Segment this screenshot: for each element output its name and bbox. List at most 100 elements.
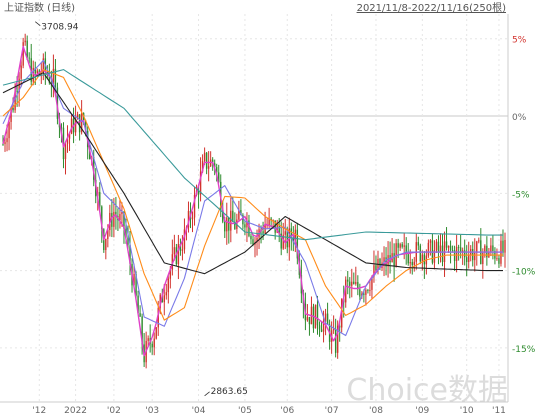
- candle-body: [157, 307, 159, 328]
- ma5-line: [2, 45, 503, 357]
- candle-body: [242, 215, 244, 225]
- candle-body: [278, 224, 280, 234]
- candle-body: [349, 281, 351, 286]
- candle-body: [393, 253, 395, 267]
- candle-body: [80, 113, 83, 133]
- candle-body: [429, 240, 432, 243]
- candle-body: [163, 295, 165, 303]
- candle-body: [332, 329, 335, 331]
- candle-body: [139, 313, 141, 317]
- candle-body: [413, 261, 415, 265]
- candle-body: [238, 210, 240, 220]
- candle-body: [133, 273, 135, 286]
- candle-body: [498, 258, 500, 264]
- candle-body: [36, 70, 38, 74]
- candle-body: [395, 243, 397, 267]
- candle-body: [282, 234, 284, 249]
- candle-body: [476, 241, 478, 253]
- candle-body: [411, 262, 413, 265]
- candle-body: [308, 317, 311, 325]
- max-pointer: [35, 21, 41, 27]
- x-tick-label: '09: [415, 406, 429, 416]
- candle-body: [153, 338, 155, 348]
- candle-body: [222, 210, 224, 222]
- candle-body: [504, 239, 506, 253]
- candle-body: [306, 317, 309, 321]
- candle-body: [2, 143, 4, 145]
- candle-body: [28, 57, 30, 59]
- candle-body: [373, 265, 375, 277]
- candle-body: [14, 90, 16, 111]
- candle-body: [405, 245, 407, 255]
- candle-body: [16, 90, 18, 92]
- candle-body: [314, 304, 317, 329]
- candle-body: [399, 244, 401, 248]
- candle-body: [280, 233, 282, 249]
- candle-body: [115, 211, 117, 216]
- candle-body: [20, 65, 22, 79]
- candle-body: [433, 250, 436, 263]
- x-tick-label: '12: [32, 406, 46, 416]
- candle-body: [167, 278, 170, 293]
- candle-body: [48, 75, 51, 83]
- x-tick-label: '07: [325, 406, 339, 416]
- candle-body: [8, 121, 10, 139]
- candle-body: [351, 281, 353, 286]
- candle-body: [465, 257, 468, 262]
- candle-body: [121, 212, 123, 215]
- candle-body: [437, 241, 440, 252]
- date-range: 2021/11/8-2022/11/16(250根): [357, 1, 507, 14]
- candle-body: [478, 240, 480, 242]
- candle-body: [336, 325, 339, 353]
- x-tick-label: '06: [280, 406, 294, 416]
- candle-body: [187, 210, 190, 228]
- candle-body: [60, 127, 63, 129]
- candle-body: [338, 325, 341, 328]
- min-annotation: 2863.65: [211, 387, 248, 397]
- candle-body: [459, 247, 462, 252]
- candle-body: [183, 229, 186, 250]
- candle-body: [463, 250, 466, 258]
- candle-body: [355, 282, 357, 284]
- chart-title: 上证指数 (日线): [4, 1, 75, 14]
- candle-body: [197, 190, 200, 195]
- x-tick-label: '08: [369, 406, 383, 416]
- x-tick-label: '04: [192, 406, 206, 416]
- candle-body: [379, 258, 381, 268]
- candle-body: [409, 262, 411, 264]
- candle-body: [455, 246, 458, 261]
- candle-body: [451, 250, 454, 251]
- candle-body: [203, 152, 206, 162]
- candle-body: [322, 321, 325, 332]
- candle-body: [99, 192, 101, 207]
- candle-body: [385, 257, 387, 267]
- candle-body: [4, 142, 6, 145]
- x-tick-label: 2022: [64, 406, 87, 416]
- candle-body: [240, 210, 242, 216]
- candle-body: [312, 306, 315, 329]
- candle-body: [449, 245, 452, 251]
- candle-body: [230, 210, 232, 231]
- candle-body: [177, 244, 180, 265]
- candle-body: [6, 138, 8, 143]
- candle-body: [125, 228, 127, 238]
- candle-body: [496, 258, 498, 259]
- candle-body: [292, 238, 295, 243]
- candle-body: [256, 237, 258, 242]
- candle-body: [64, 143, 67, 160]
- candle-body: [151, 343, 153, 348]
- candle-body: [369, 289, 371, 291]
- x-tick-label: '03: [145, 406, 159, 416]
- candle-body: [407, 254, 409, 264]
- min-pointer: [204, 391, 210, 397]
- candle-body: [232, 210, 234, 222]
- candle-body: [252, 239, 254, 245]
- candle-body: [284, 231, 286, 235]
- candle-body: [445, 241, 448, 248]
- candle-body: [357, 282, 359, 290]
- candle-body: [353, 281, 355, 284]
- candle-body: [320, 329, 323, 332]
- candle-body: [26, 40, 28, 58]
- candle-body: [492, 245, 494, 251]
